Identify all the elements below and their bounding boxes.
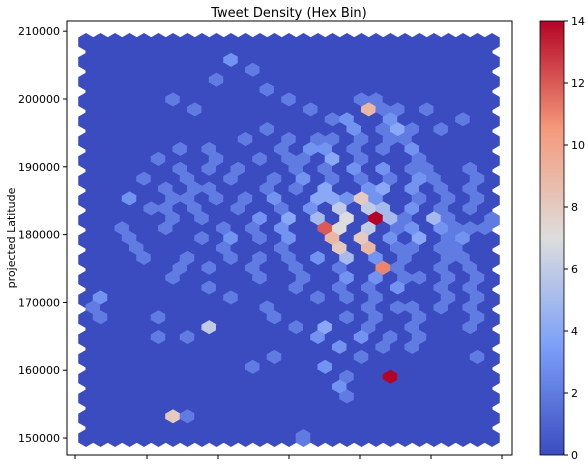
y-tick-label: 160000 [18, 364, 60, 377]
hex-cell [208, 429, 225, 447]
hex-cells [78, 33, 500, 447]
hex-cell [150, 429, 167, 447]
hex-cell [121, 429, 138, 447]
colorbar [539, 20, 565, 456]
hex-cell [469, 429, 486, 447]
hex-cell [484, 429, 500, 447]
y-axis: 150000 160000 170000 180000 190000 200000 2100… [18, 25, 67, 445]
hex-cell [455, 429, 471, 447]
y-axis-label: projected Latitude [5, 187, 18, 288]
chart-title: Tweet Density (Hex Bin) [210, 6, 367, 21]
hex-cell [281, 429, 297, 447]
colorbar-tick-label: 4 [571, 325, 578, 338]
hex-cell [237, 429, 254, 447]
y-tick-label: 180000 [18, 229, 60, 242]
hex-cell [107, 429, 123, 447]
hex-cell [397, 429, 413, 447]
colorbar-tick-label: 0 [571, 449, 578, 462]
colorbar-tick-label: 14 [571, 15, 585, 28]
hex-cell [295, 429, 312, 447]
hex-cell [136, 429, 152, 447]
colorbar-tick-label: 2 [571, 387, 578, 400]
hex-cell [310, 429, 326, 447]
hex-cell [92, 429, 109, 447]
y-tick-label: 190000 [18, 161, 60, 174]
hex-cell [440, 429, 457, 447]
y-tick-label: 150000 [18, 432, 60, 445]
y-tick-label: 200000 [18, 93, 60, 106]
hex-cell [223, 429, 239, 447]
hex-cell [266, 429, 283, 447]
hex-cell [78, 429, 94, 447]
colorbar-tick-label: 12 [571, 77, 585, 90]
hex-cell [179, 429, 196, 447]
hex-cell [353, 429, 370, 447]
colorbar-tick-label: 10 [571, 139, 585, 152]
y-tick-label: 210000 [18, 25, 60, 38]
hex-cell [165, 429, 181, 447]
plot-area [66, 20, 513, 456]
hex-cell [324, 429, 341, 447]
hex-cell [426, 429, 442, 447]
hex-cell [368, 429, 384, 447]
colorbar-ticks: 0 2 4 6 8 10 12 14 [564, 15, 585, 462]
colorbar-tick-label: 8 [571, 201, 578, 214]
hex-cell [339, 429, 355, 447]
hex-cell [252, 429, 268, 447]
hex-cell [194, 429, 210, 447]
y-tick-label: 170000 [18, 296, 60, 309]
x-axis [74, 455, 503, 459]
colorbar-tick-label: 6 [571, 263, 578, 276]
hex-cell [382, 429, 399, 447]
hex-cell [411, 429, 428, 447]
